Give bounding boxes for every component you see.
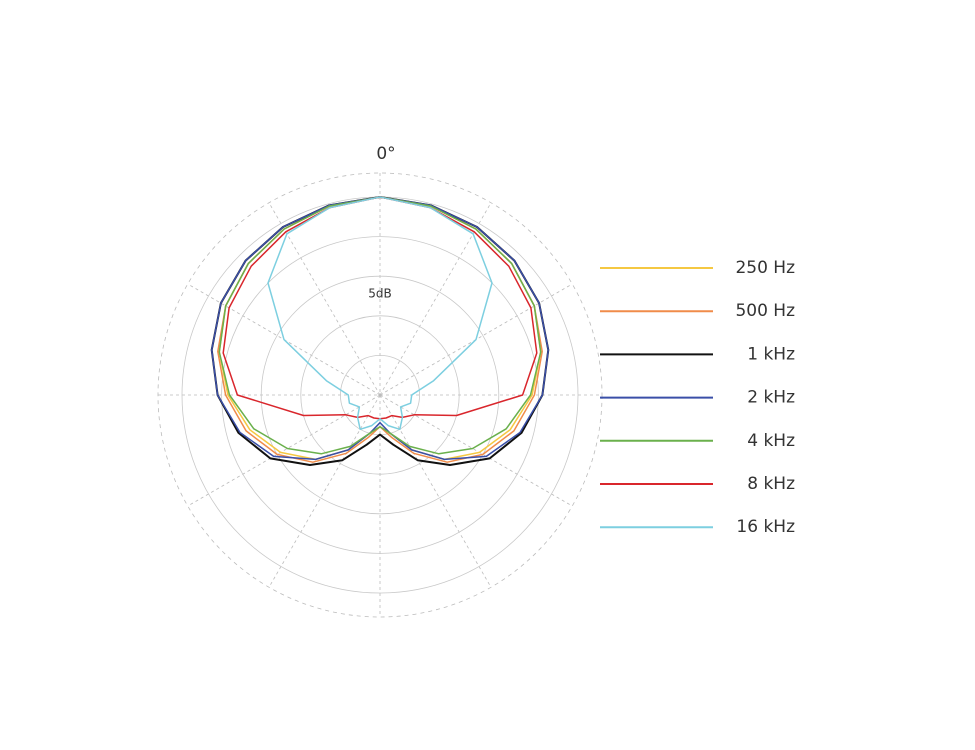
pattern-line xyxy=(218,196,542,455)
legend-label: 8 kHz xyxy=(747,474,795,494)
grid-ring xyxy=(221,236,539,554)
radial-line xyxy=(268,202,381,396)
legend-label: 500 Hz xyxy=(735,301,795,321)
angle-label: 0° xyxy=(376,144,395,164)
radial-label: 5dB xyxy=(368,287,391,301)
legend-label: 1 kHz xyxy=(747,344,795,364)
radial-line xyxy=(379,394,573,507)
grid-ring xyxy=(300,315,460,475)
grid-ring xyxy=(260,275,500,515)
radial-line xyxy=(268,394,381,588)
radial-line xyxy=(187,394,381,507)
pattern-line xyxy=(267,196,493,431)
legend-label: 4 kHz xyxy=(747,431,795,451)
legend-label: 2 kHz xyxy=(747,388,795,408)
radial-line xyxy=(379,202,492,396)
legend-label: 250 Hz xyxy=(735,258,795,278)
legend-label: 16 kHz xyxy=(736,517,795,537)
radial-line xyxy=(379,394,492,588)
pattern-line xyxy=(210,196,550,461)
